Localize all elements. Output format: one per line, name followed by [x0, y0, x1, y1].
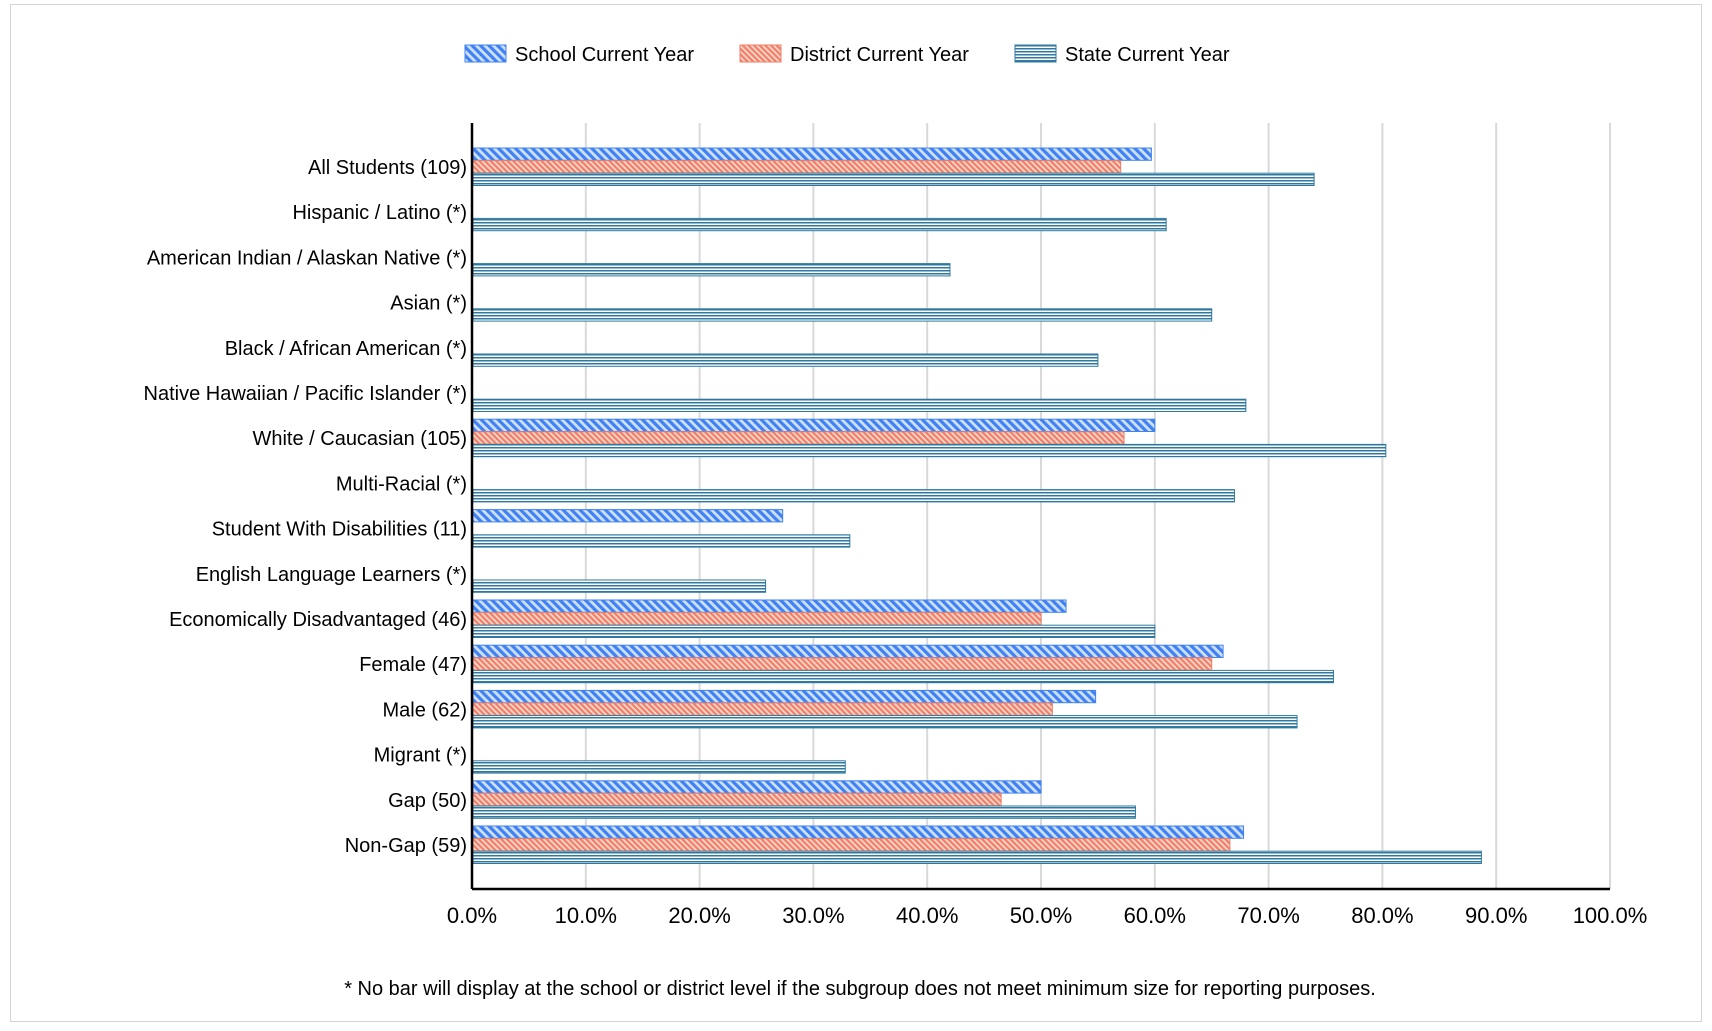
bar-state	[472, 760, 846, 774]
bar-state	[472, 263, 951, 277]
bar-state	[472, 624, 1156, 639]
bar-district	[472, 792, 1002, 807]
bar-state	[472, 669, 1334, 684]
legend-label-school: School Current Year	[515, 44, 694, 66]
x-tick-labels: 0.0% 10.0% 20.0% 30.0% 40.0% 50.0% 60.0% 70.0% 8…	[447, 903, 1647, 928]
x-tick-label: 0.0%	[447, 903, 497, 928]
bar-school	[472, 780, 1042, 794]
axes	[470, 123, 1610, 891]
bar-school	[472, 644, 1224, 659]
bar-district	[472, 702, 1053, 716]
bar-state	[472, 172, 1315, 186]
category-labels: All Students (109) Hispanic / Latino (*) A…	[144, 157, 467, 857]
bar-school	[472, 599, 1067, 613]
category-label: Multi-Racial (*)	[336, 473, 467, 495]
category-label: Gap (50)	[388, 790, 467, 812]
category-label: Black / African American (*)	[225, 338, 467, 360]
bar-district	[472, 657, 1213, 671]
bar-state	[472, 308, 1213, 322]
x-tick-label: 10.0%	[555, 903, 617, 928]
category-label: Migrant (*)	[374, 745, 467, 767]
category-label: Student With Disabilities (11)	[212, 519, 467, 541]
category-label: Female (47)	[359, 654, 467, 676]
bar-school	[472, 825, 1245, 839]
x-tick-label: 90.0%	[1465, 903, 1527, 928]
bar-state	[472, 489, 1235, 503]
legend-label-district: District Current Year	[790, 44, 969, 66]
category-label: Male (62)	[383, 699, 467, 721]
category-label: White / Caucasian (105)	[252, 428, 467, 450]
legend-swatch-school	[464, 44, 507, 63]
category-label: Hispanic / Latino (*)	[292, 202, 467, 224]
category-label: Native Hawaiian / Pacific Islander (*)	[144, 383, 467, 405]
bar-district	[472, 160, 1122, 174]
bar-state	[472, 217, 1167, 232]
bar-school	[472, 689, 1097, 704]
category-label: Economically Disadvantaged (46)	[169, 609, 467, 631]
legend-swatch-district	[739, 44, 782, 63]
bar-state	[472, 353, 1099, 367]
legend-label-state: State Current Year	[1065, 44, 1230, 66]
bar-school	[472, 418, 1156, 433]
bar-state	[472, 398, 1247, 413]
x-tick-label: 40.0%	[896, 903, 958, 928]
bar-district	[472, 612, 1042, 626]
x-tick-label: 60.0%	[1124, 903, 1186, 928]
bar-district	[472, 838, 1231, 852]
bar-school	[472, 147, 1152, 161]
bar-state	[472, 443, 1387, 458]
category-label: Non-Gap (59)	[345, 835, 467, 857]
x-tick-label: 50.0%	[1010, 903, 1072, 928]
x-tick-label: 70.0%	[1237, 903, 1299, 928]
category-label: Asian (*)	[390, 293, 467, 315]
category-label: American Indian / Alaskan Native (*)	[147, 247, 467, 269]
x-tick-label: 30.0%	[782, 903, 844, 928]
x-tick-label: 80.0%	[1351, 903, 1413, 928]
bar-state	[472, 715, 1298, 729]
legend-swatch-state	[1014, 44, 1057, 63]
bar-state	[472, 805, 1136, 819]
bar-school	[472, 509, 784, 523]
x-tick-label: 20.0%	[668, 903, 730, 928]
legend: School Current Year District Current Year…	[464, 44, 1230, 66]
grid-lines	[584, 123, 1611, 889]
bars	[472, 147, 1482, 865]
bar-state	[472, 579, 767, 593]
footnote: * No bar will display at the school or d…	[344, 978, 1376, 1000]
bar-state	[472, 850, 1482, 865]
x-tick-label: 100.0%	[1573, 903, 1648, 928]
bar-district	[472, 431, 1125, 445]
category-label: English Language Learners (*)	[196, 564, 467, 586]
category-label: All Students (109)	[308, 157, 467, 179]
bar-state	[472, 534, 851, 548]
